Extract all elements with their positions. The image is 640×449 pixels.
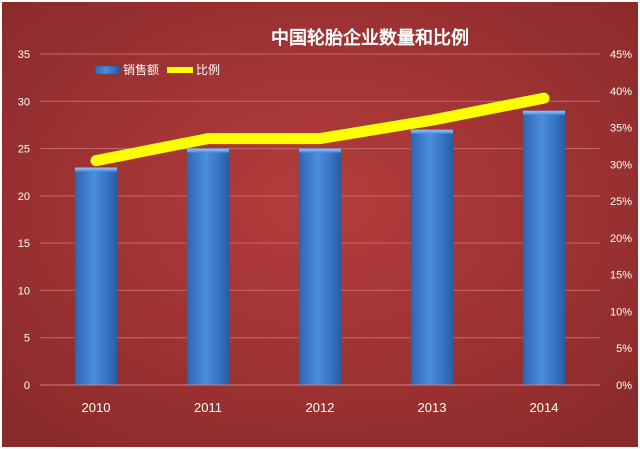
bar-2013 bbox=[410, 129, 454, 386]
bar-top-highlight bbox=[75, 167, 117, 172]
line-point-2014 bbox=[543, 97, 545, 99]
y-left-tick-label: 15 bbox=[18, 238, 30, 250]
y-right-tick-label: 35% bbox=[610, 123, 632, 135]
y-right-tick-label: 0% bbox=[616, 380, 632, 392]
line-point-2011 bbox=[207, 138, 209, 140]
line-point-2013 bbox=[431, 119, 433, 121]
bar-top-highlight bbox=[299, 148, 341, 153]
bar-top-highlight bbox=[523, 110, 565, 115]
y-right-tick-label: 15% bbox=[610, 270, 632, 282]
line-point-2012 bbox=[319, 138, 321, 140]
y-left-tick-label: 20 bbox=[18, 191, 30, 203]
y-right-tick-label: 30% bbox=[610, 159, 632, 171]
y-right-tick-label: 45% bbox=[610, 49, 632, 61]
x-tick-label: 2014 bbox=[530, 400, 559, 415]
line-point-2010 bbox=[95, 160, 97, 162]
x-tick-label: 2010 bbox=[82, 400, 111, 415]
bar-2011 bbox=[186, 148, 230, 386]
x-tick-label: 2011 bbox=[194, 400, 222, 415]
y-right-tick-label: 5% bbox=[616, 343, 632, 355]
y-right-tick-label: 40% bbox=[610, 86, 632, 98]
y-right-tick-label: 20% bbox=[610, 233, 632, 245]
chart-title: 中国轮胎企业数量和比例 bbox=[271, 27, 469, 49]
legend-swatch-bar bbox=[94, 65, 120, 75]
bar-top-highlight bbox=[411, 129, 453, 134]
x-tick-label: 2013 bbox=[418, 400, 447, 415]
y-left-tick-label: 25 bbox=[18, 144, 30, 156]
y-left-tick-label: 10 bbox=[18, 285, 30, 297]
legend-label-bar: 销售额 bbox=[123, 62, 159, 77]
x-tick-label: 2012 bbox=[306, 400, 335, 415]
y-left-tick-label: 35 bbox=[18, 49, 30, 61]
bar-2012 bbox=[298, 148, 342, 386]
y-left-tick-label: 5 bbox=[24, 333, 30, 345]
legend-label-line: 比例 bbox=[196, 63, 220, 77]
y-right-tick-label: 10% bbox=[610, 306, 632, 318]
y-left-tick-label: 0 bbox=[24, 380, 30, 392]
bar-2010 bbox=[74, 167, 118, 386]
y-left-tick-label: 30 bbox=[18, 96, 30, 108]
bar-2014 bbox=[522, 110, 566, 386]
bar-top-highlight bbox=[187, 148, 229, 153]
y-right-tick-label: 25% bbox=[610, 196, 632, 208]
